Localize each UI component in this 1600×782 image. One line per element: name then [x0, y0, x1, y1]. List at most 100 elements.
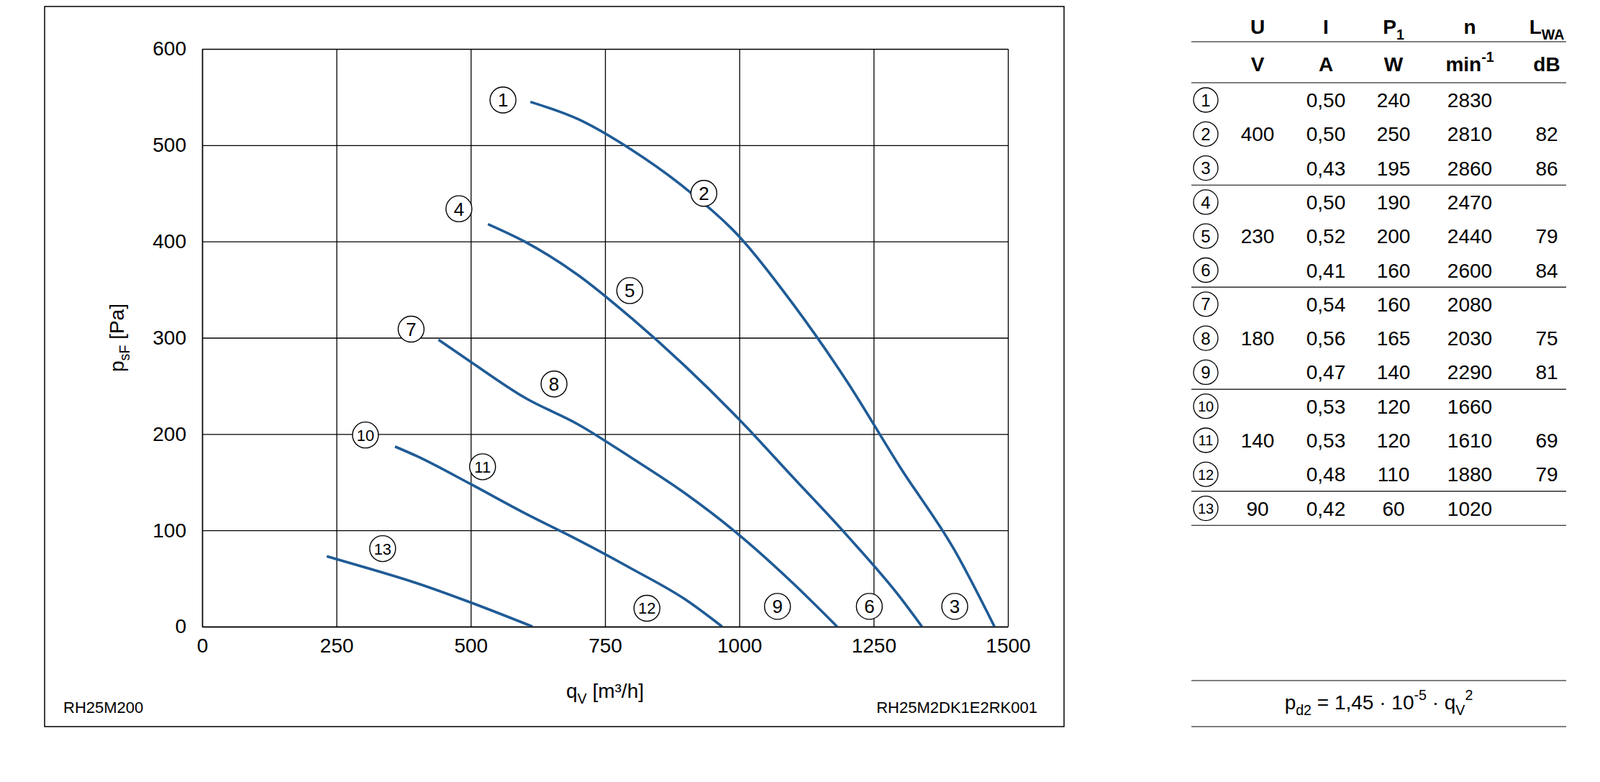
y-tick-label: 0 [174, 615, 187, 638]
table-cell: 0,47 [1306, 361, 1347, 384]
table-voltage: 180 [1241, 327, 1275, 350]
y-axis-title: psF [Pa] [105, 303, 133, 372]
table-cell: 120 [1376, 429, 1411, 452]
table-cell: 82 [1535, 123, 1558, 146]
table-cell: 86 [1535, 157, 1558, 180]
table-unit: dB [1533, 53, 1560, 76]
chart-frame [44, 6, 1065, 727]
text-part: n [1463, 15, 1476, 39]
text-part: min [1445, 53, 1482, 76]
text-part: WA [1541, 26, 1565, 43]
curve-label: 10 [352, 422, 379, 449]
x-axis-line [202, 626, 1009, 629]
text-part: -1 [1481, 48, 1495, 65]
table-voltage: 400 [1241, 123, 1275, 146]
label-circle [856, 593, 883, 620]
y-tick-label: 100 [152, 519, 187, 542]
table-cell: 0,48 [1306, 463, 1347, 486]
text-part: I [1323, 15, 1329, 39]
table-cell: 2830 [1447, 89, 1493, 112]
table-cell: 0,52 [1306, 225, 1347, 248]
label-circle [616, 277, 643, 304]
footer-right: RH25M2DK1E2RK001 [876, 698, 1038, 717]
fan-curve [487, 224, 922, 627]
row-id: 13 [1197, 500, 1214, 517]
row-id: 3 [1200, 158, 1211, 178]
table-header: P1 [1382, 15, 1405, 43]
label-text: 3 [949, 595, 960, 618]
table-cell: 2080 [1447, 293, 1493, 316]
label-text: 4 [453, 198, 465, 221]
y-tick: 500 [152, 133, 1008, 157]
text-part: q [566, 679, 578, 703]
table-rule [1191, 490, 1567, 492]
text-part: W [1384, 53, 1404, 76]
text-part: 2 [1464, 687, 1473, 703]
x-tick-label: 0 [197, 634, 209, 657]
y-tick: 0 [174, 615, 1008, 638]
table-cell: 0,53 [1306, 429, 1347, 452]
text-part: [m³/h] [587, 679, 644, 703]
table-cell: 0,43 [1306, 157, 1347, 180]
y-tick: 100 [152, 519, 1008, 542]
row-id-circle [1193, 223, 1218, 249]
y-tick-label: 200 [152, 423, 187, 446]
text-part: V [577, 690, 588, 707]
table-cell: 160 [1376, 259, 1411, 283]
table-cell: 195 [1376, 157, 1411, 180]
formula: pd2 = 1,45 · 10-5 · qV2 [1284, 687, 1474, 718]
table-rule [1191, 388, 1567, 390]
table-cell: 60 [1382, 497, 1405, 521]
x-tick-label: 1000 [717, 634, 762, 657]
table-rule [1191, 725, 1567, 727]
table-voltage: 90 [1246, 497, 1269, 521]
label-circle [764, 593, 791, 620]
row-id-circle [1193, 292, 1218, 317]
table-cell: 0,42 [1306, 497, 1347, 521]
text-part: V [1455, 702, 1465, 718]
label-text: 13 [374, 540, 392, 559]
table-cell: 2440 [1447, 225, 1493, 248]
curve-label: 12 [633, 595, 660, 622]
row-id: 7 [1200, 294, 1211, 314]
fan-curve [530, 102, 995, 627]
label-text: 9 [771, 595, 783, 618]
row-id-circle [1193, 258, 1218, 283]
row-id-circle [1193, 428, 1218, 453]
row-id-circle [1193, 87, 1218, 113]
x-tick-label: 750 [588, 634, 623, 657]
table-cell: 190 [1376, 191, 1411, 214]
label-text: 11 [474, 458, 491, 477]
label-text: 10 [356, 426, 375, 445]
curve-label: 6 [856, 593, 883, 620]
label-circle [352, 422, 379, 449]
table-cell: 1020 [1447, 497, 1493, 521]
curve-label: 8 [541, 371, 567, 398]
table-cell: 2470 [1447, 191, 1493, 214]
text-part: p [1284, 691, 1297, 714]
label-circle [541, 371, 567, 398]
table-cell: 2600 [1447, 259, 1493, 283]
text-part: d2 [1295, 702, 1312, 718]
table-cell: 0,50 [1306, 123, 1347, 146]
row-id-circle [1193, 394, 1218, 419]
table-rule [1191, 82, 1567, 83]
table-unit: W [1384, 53, 1404, 76]
label-text: 2 [698, 182, 709, 205]
row-id-circle [1193, 325, 1218, 351]
table-cell: 200 [1376, 225, 1411, 248]
label-text: 7 [405, 318, 416, 341]
curve-label: 2 [690, 180, 717, 207]
table-cell: 2810 [1447, 123, 1493, 146]
text-part: [Pa] [105, 303, 129, 346]
text-part: · q [1426, 691, 1456, 714]
table-cell: 79 [1535, 463, 1558, 486]
row-id: 11 [1198, 432, 1214, 449]
row-id: 2 [1200, 124, 1211, 144]
text-part: -5 [1413, 687, 1427, 703]
table-cell: 0,54 [1306, 293, 1347, 316]
fan-curve [394, 446, 723, 627]
curve-label: 5 [616, 277, 643, 304]
table-cell: 79 [1535, 225, 1558, 248]
table-cell: 0,41 [1306, 259, 1347, 283]
